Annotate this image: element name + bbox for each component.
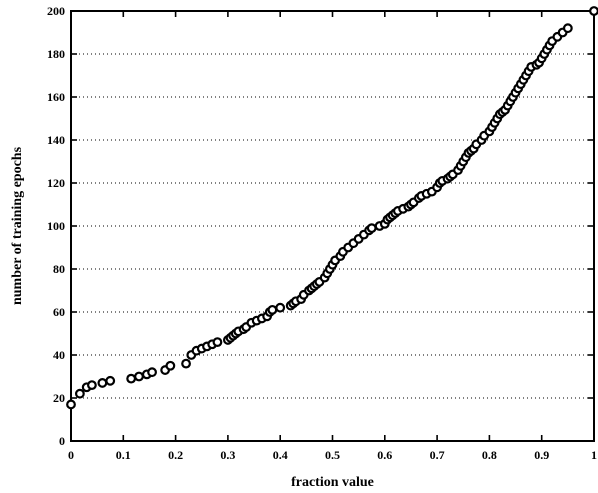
- data-point: [366, 223, 377, 234]
- x-tick-label: 0.4: [273, 448, 288, 462]
- grid-lines: [71, 53, 594, 399]
- x-tick-label: 0.8: [482, 448, 497, 462]
- data-point: [74, 388, 85, 399]
- y-tick-label: 120: [47, 176, 65, 190]
- data-point: [181, 358, 191, 369]
- x-tick-label: 0.6: [377, 448, 392, 462]
- data-point: [126, 373, 137, 384]
- y-axis-label: number of training epochs: [10, 146, 25, 305]
- x-tick-label: 0.2: [168, 448, 183, 462]
- x-tick-label: 0.5: [325, 448, 340, 462]
- data-point: [66, 399, 76, 410]
- x-tick-label: 1: [591, 448, 597, 462]
- data-point: [267, 304, 278, 315]
- y-tick-label: 180: [47, 47, 65, 61]
- data-point: [105, 375, 116, 386]
- x-axis-label: fraction value: [291, 475, 374, 490]
- data-point: [562, 23, 573, 34]
- data-point: [589, 6, 598, 16]
- data-point: [87, 380, 97, 391]
- y-tick-label: 80: [53, 262, 65, 276]
- x-tick-label: 0.1: [116, 448, 131, 462]
- x-tick-label: 0.9: [534, 448, 549, 462]
- x-tick-label: 0.3: [220, 448, 235, 462]
- y-tick-label: 20: [53, 391, 65, 405]
- data-point: [134, 371, 144, 382]
- x-tick-label: 0: [68, 448, 74, 462]
- data-point: [275, 302, 286, 313]
- y-tick-label: 40: [53, 348, 65, 362]
- y-tick-labels: 0 20 40 60 80 100 120 140 160 180 200: [47, 4, 65, 448]
- y-tick-label: 100: [47, 219, 65, 233]
- y-tick-label: 160: [47, 90, 65, 104]
- x-tick-labels: 0 0.1 0.2 0.3 0.4 0.5 0.6 0.7 0.8 0.9 1: [68, 448, 597, 462]
- data-point: [147, 367, 157, 378]
- y-tick-label: 0: [59, 434, 65, 448]
- data-point: [212, 337, 223, 348]
- plot-frame: [70, 10, 595, 442]
- y-tick-label: 140: [47, 133, 65, 147]
- y-tick-label: 60: [53, 305, 65, 319]
- data-point: [165, 360, 176, 371]
- x-tick-label: 0.7: [430, 448, 445, 462]
- data-points: [66, 6, 598, 410]
- data-point: [97, 378, 108, 388]
- y-tick-label: 200: [47, 4, 65, 18]
